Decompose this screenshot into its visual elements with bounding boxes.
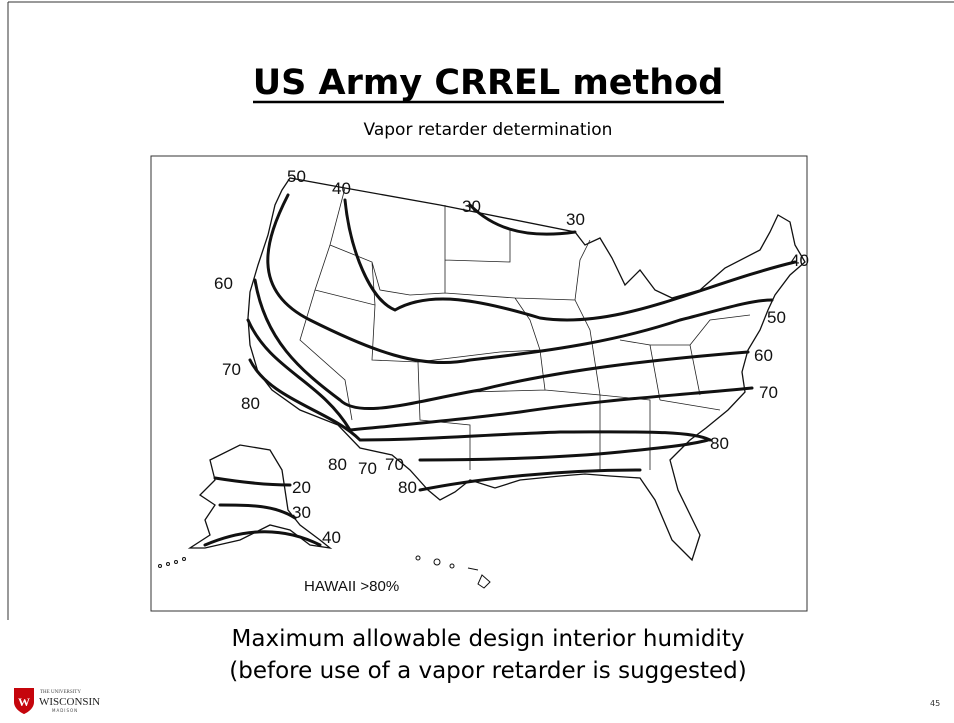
contour-alaska-40 (203, 530, 322, 547)
map-label: HAWAII >80% (304, 578, 399, 595)
logo-name: WISCONSIN (39, 696, 100, 708)
map-label: 70 (759, 383, 778, 402)
hawaii (158, 555, 491, 589)
slide-title: US Army CRREL method (253, 63, 724, 103)
logo-crest-letter: W (18, 695, 30, 709)
map-label: 80 (328, 455, 347, 474)
map-label: 80 (710, 434, 729, 453)
map-label: 40 (332, 179, 351, 198)
map-label: 60 (214, 274, 233, 293)
map-label: 30 (292, 503, 311, 522)
contour-80-south (418, 438, 710, 462)
map-label: 40 (790, 251, 809, 270)
map-label: 80 (241, 394, 260, 413)
map-label: 70 (358, 459, 377, 478)
map-label: 70 (222, 360, 241, 379)
logo: W THE UNIVERSITY WISCONSIN MADISON (14, 688, 100, 714)
map-label: 80 (398, 478, 417, 497)
contour-alaska-30 (218, 503, 297, 520)
contour-60 (253, 278, 750, 411)
contour-30 (468, 203, 577, 236)
map-label: 40 (322, 528, 341, 547)
logo-bottom: MADISON (52, 708, 78, 713)
map-label: 50 (287, 167, 306, 186)
map-label: 70 (385, 455, 404, 474)
contour-80 (248, 358, 712, 442)
logo-crest (14, 688, 34, 714)
us-outline (247, 177, 806, 562)
map-label: 60 (754, 346, 773, 365)
state-lines (299, 187, 751, 470)
caption-line: (before use of a vapor retarder is sugge… (229, 658, 746, 684)
map-label: 20 (292, 478, 311, 497)
contour-70 (246, 318, 754, 432)
map-label: 30 (566, 210, 585, 229)
page-number: 45 (930, 699, 940, 708)
contour-80-texas (418, 468, 642, 492)
caption-line: Maximum allowable design interior humidi… (232, 626, 745, 652)
map-label: 50 (767, 308, 786, 327)
contour-50 (266, 193, 774, 365)
contour-alaska-20 (213, 476, 292, 487)
contour-40 (343, 198, 797, 322)
slide-subtitle: Vapor retarder determination (364, 120, 613, 140)
map-label: 30 (462, 197, 481, 216)
alaska (187, 444, 333, 550)
map-labels: 50 40 30 30 60 40 50 60 70 80 70 80 80 7… (214, 167, 809, 595)
us-map (158, 177, 806, 589)
logo-top: THE UNIVERSITY (40, 690, 81, 695)
